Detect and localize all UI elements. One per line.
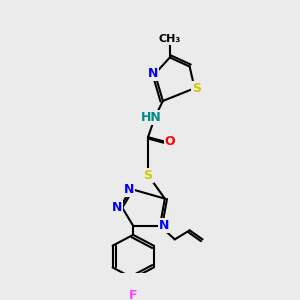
Text: F: F xyxy=(129,289,137,300)
Text: HN: HN xyxy=(141,111,161,124)
Text: N: N xyxy=(148,67,158,80)
Text: S: S xyxy=(143,169,152,182)
Text: O: O xyxy=(164,135,175,148)
Text: CH₃: CH₃ xyxy=(159,34,181,44)
Text: S: S xyxy=(192,82,201,95)
Text: N: N xyxy=(159,219,169,232)
Text: N: N xyxy=(124,183,134,196)
Text: N: N xyxy=(112,201,122,214)
